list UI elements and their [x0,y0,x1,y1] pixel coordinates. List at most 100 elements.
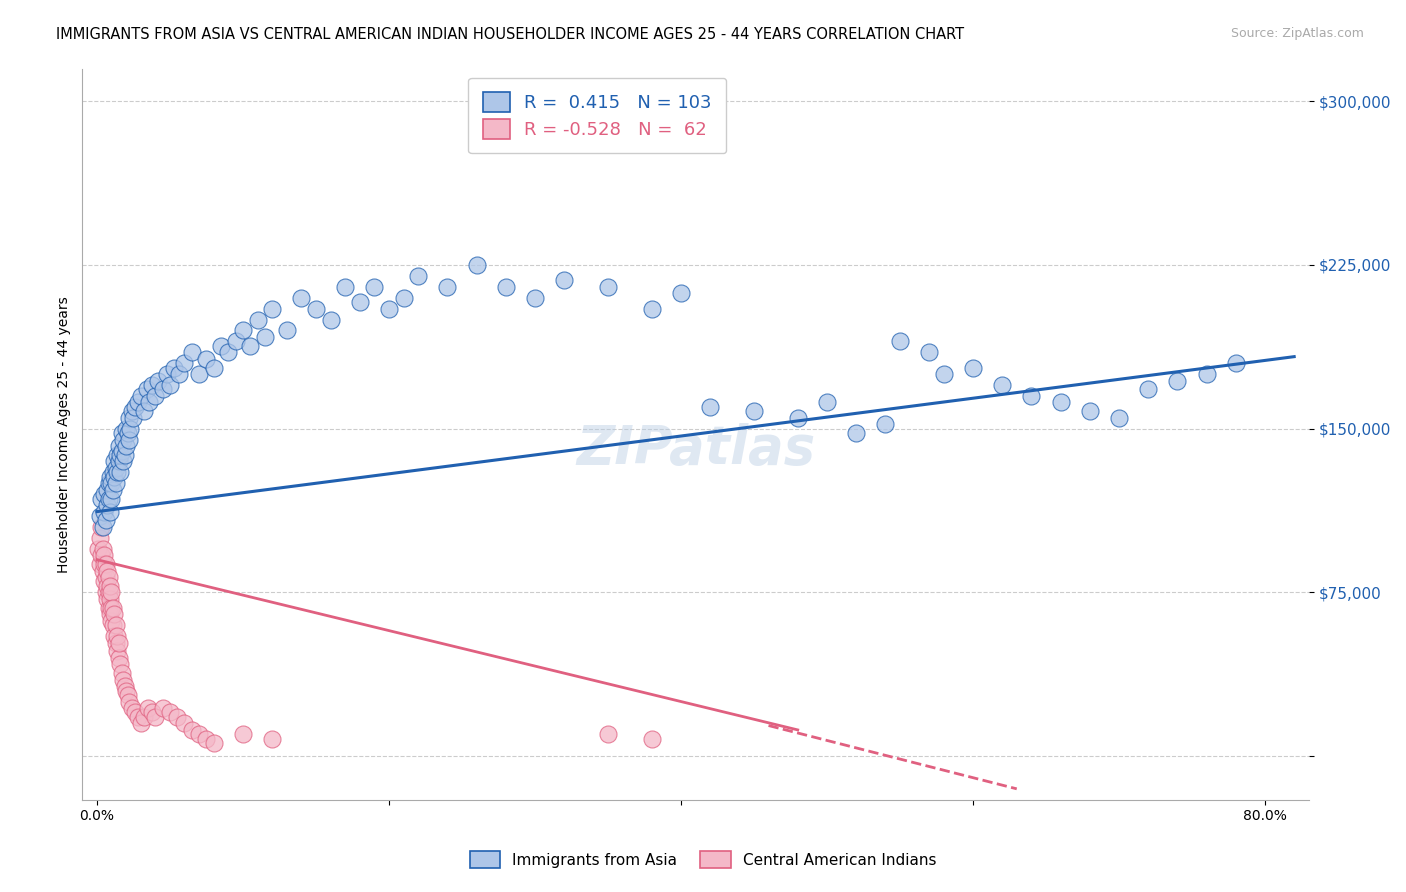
Point [495,280,517,294]
Point [118,433,141,447]
Point [138,395,160,409]
Point [132,710,155,724]
Point [436,280,458,294]
Point [97,600,120,615]
Point [107,635,129,649]
Point [115,683,138,698]
Point [103,469,125,483]
Point [406,268,429,283]
Point [363,280,385,294]
Point [114,448,136,462]
Point [202,736,225,750]
Point [1137,383,1160,397]
Point [232,727,254,741]
Point [465,258,488,272]
Point [112,673,135,687]
Point [91,520,114,534]
Point [98,607,121,622]
Point [596,727,619,741]
Point [121,701,143,715]
Point [103,454,125,468]
Point [163,360,186,375]
Point [159,378,181,392]
Point [129,716,152,731]
Point [100,614,122,628]
Point [180,345,202,359]
Point [100,476,122,491]
Point [232,323,254,337]
Point [100,600,122,615]
Point [815,395,838,409]
Point [96,564,118,578]
Point [98,579,121,593]
Point [110,657,132,672]
Point [173,356,195,370]
Point [932,367,955,381]
Point [112,454,135,468]
Point [135,383,157,397]
Point [962,360,984,375]
Point [104,635,127,649]
Point [89,508,111,523]
Point [122,410,145,425]
Point [239,339,262,353]
Point [305,301,328,316]
Y-axis label: Householder Income Ages 25 - 44 years: Householder Income Ages 25 - 44 years [58,296,72,573]
Point [1195,367,1218,381]
Point [121,404,143,418]
Point [143,710,166,724]
Point [98,505,121,519]
Point [349,295,371,310]
Point [129,389,152,403]
Point [100,585,122,599]
Point [93,505,115,519]
Point [110,466,132,480]
Point [875,417,897,432]
Point [217,345,239,359]
Point [641,731,664,746]
Point [90,491,112,506]
Point [117,688,139,702]
Point [98,591,121,606]
Point [101,600,124,615]
Point [96,579,118,593]
Point [246,312,269,326]
Point [1021,389,1043,403]
Point [107,651,129,665]
Point [115,439,138,453]
Point [94,585,117,599]
Point [111,666,134,681]
Point [195,351,218,366]
Point [262,731,284,746]
Point [523,291,546,305]
Point [87,541,110,556]
Point [1108,410,1130,425]
Point [118,694,141,708]
Point [90,549,112,563]
Point [786,410,808,425]
Point [699,400,721,414]
Point [669,286,692,301]
Point [276,323,298,337]
Point [103,607,125,622]
Point [124,400,146,414]
Point [104,618,127,632]
Point [167,367,190,381]
Point [1225,356,1247,370]
Point [141,378,163,392]
Point [209,339,232,353]
Point [143,389,166,403]
Point [91,541,114,556]
Point [96,591,118,606]
Point [96,498,118,512]
Point [124,706,146,720]
Point [392,291,415,305]
Point [188,367,211,381]
Point [173,716,195,731]
Point [1049,395,1071,409]
Point [641,301,664,316]
Point [148,374,170,388]
Point [93,574,115,589]
Point [110,448,132,462]
Point [202,360,225,375]
